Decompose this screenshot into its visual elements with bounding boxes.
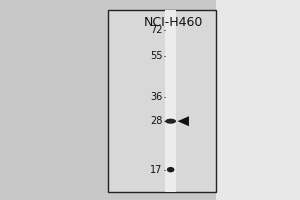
Text: 55: 55 [150,51,162,61]
Text: 28: 28 [150,116,162,126]
Bar [216,0,300,200]
Bar [165,10,176,192]
Text: 17: 17 [150,165,162,175]
Bar [108,10,216,192]
Text: NCI-H460: NCI-H460 [144,16,203,29]
Ellipse shape [165,119,176,124]
Text: 72: 72 [150,25,162,35]
Ellipse shape [167,167,174,172]
Polygon shape [178,116,189,126]
Text: 36: 36 [150,92,162,102]
